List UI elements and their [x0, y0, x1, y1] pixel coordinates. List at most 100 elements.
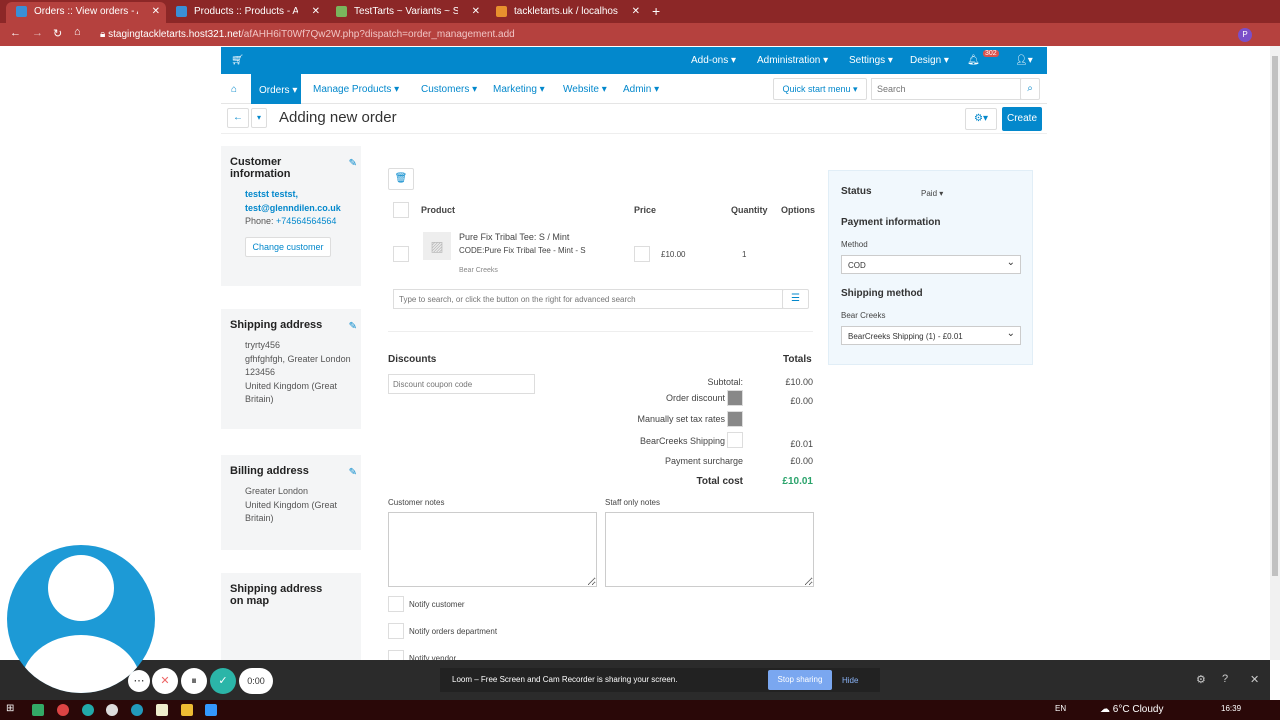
- address-bar: ← → ↻ ⌂ 🔒︎ stagingtackletarts.host321.ne…: [0, 23, 1280, 46]
- notify-customer-checkbox[interactable]: [388, 596, 404, 612]
- order-discount-checkbox[interactable]: [727, 390, 743, 406]
- coupon-input[interactable]: [388, 374, 535, 394]
- billing-address-card: Billing address ✎ Greater London United Ki…: [221, 455, 361, 550]
- close-icon[interactable]: ✕: [471, 6, 480, 17]
- nav-addons[interactable]: Add-ons ▾: [691, 55, 737, 66]
- more-icon[interactable]: ⋯: [128, 670, 150, 692]
- cart-icon[interactable]: 🛒︎: [231, 55, 244, 66]
- tab-orders[interactable]: Orders :: View orders - Administr✕: [6, 2, 166, 23]
- tab-phpmyadmin[interactable]: tackletarts.uk / localhost / stagin✕: [486, 2, 646, 23]
- shopify-icon: [336, 6, 347, 17]
- weather-widget[interactable]: ☁ 6°C Cloudy: [1100, 704, 1164, 715]
- forward-icon[interactable]: →: [32, 27, 43, 39]
- browser-tab-bar: Orders :: View orders - Administr✕ Produ…: [0, 0, 1280, 23]
- edit-icon[interactable]: ✎: [348, 467, 357, 478]
- notify-orders-checkbox[interactable]: [388, 623, 404, 639]
- pause-button[interactable]: ⏸: [181, 668, 207, 694]
- customer-name-link[interactable]: testst testst,: [245, 189, 299, 199]
- clock[interactable]: 16:39: [1221, 704, 1242, 713]
- menu-manage-products[interactable]: Manage Products ▾: [313, 84, 400, 95]
- close-icon[interactable]: ✕: [311, 6, 320, 17]
- cancel-recording-button[interactable]: ✕: [152, 668, 178, 694]
- tax-rates-checkbox[interactable]: [727, 411, 743, 427]
- shipping-checkbox[interactable]: [727, 432, 743, 448]
- page-header: ← ▾ Adding new order ⚙▾ Create: [221, 104, 1047, 134]
- chrome-icon[interactable]: [57, 704, 69, 716]
- close-icon[interactable]: ✕: [151, 6, 160, 17]
- menu-orders[interactable]: Orders ▾: [251, 74, 301, 104]
- back-button[interactable]: ←: [227, 108, 249, 128]
- menu-admin[interactable]: Admin ▾: [623, 84, 660, 95]
- main-menu: ⌂ Orders ▾ Manage Products ▾ Customers ▾…: [221, 74, 1047, 104]
- home-icon[interactable]: ⌂: [74, 26, 81, 38]
- windows-start-icon[interactable]: ⊞: [6, 703, 15, 714]
- delete-icon[interactable]: 🗑︎: [388, 168, 414, 190]
- gear-icon: [176, 6, 187, 17]
- loom-camera-avatar[interactable]: [7, 545, 155, 693]
- edit-icon[interactable]: ✎: [348, 158, 357, 169]
- change-customer-button[interactable]: Change customer: [245, 236, 331, 257]
- price-checkbox[interactable]: [634, 246, 650, 262]
- stop-sharing-button[interactable]: Stop sharing: [768, 670, 832, 690]
- back-icon[interactable]: ←: [10, 27, 21, 39]
- back-dropdown[interactable]: ▾: [251, 108, 267, 128]
- shipping-method-select[interactable]: BearCreeks Shipping (1) - £0.01: [841, 326, 1021, 345]
- payment-method-select[interactable]: COD: [841, 255, 1021, 274]
- notification-badge: 302: [983, 50, 999, 57]
- chrome-icon[interactable]: [106, 704, 118, 716]
- map-card: Shipping address on map: [221, 573, 361, 663]
- customer-notes-textarea[interactable]: [388, 512, 597, 587]
- page-title: Adding new order: [279, 109, 397, 126]
- advanced-search-icon[interactable]: ☰: [782, 289, 809, 309]
- help-icon[interactable]: ?: [1222, 673, 1229, 685]
- nav-administration[interactable]: Administration ▾: [757, 55, 829, 66]
- edit-icon[interactable]: ✎: [348, 321, 357, 332]
- scrollbar[interactable]: [1270, 46, 1280, 660]
- settings-gear-button[interactable]: ⚙▾: [965, 108, 997, 130]
- bell-icon[interactable]: 🔔︎: [967, 55, 980, 66]
- status-dropdown[interactable]: Paid ▾: [921, 189, 944, 198]
- tab-testtarts[interactable]: TestTarts ~ Variants ~ S / Mint ~✕: [326, 2, 486, 23]
- search-input[interactable]: [871, 78, 1021, 100]
- top-nav: 🛒︎ Add-ons ▾ Administration ▾ Settings ▾…: [221, 47, 1047, 74]
- product-search-input[interactable]: [393, 289, 783, 309]
- app-icon[interactable]: [82, 704, 94, 716]
- home-icon[interactable]: ⌂: [231, 84, 238, 95]
- menu-customers[interactable]: Customers ▾: [421, 84, 478, 95]
- customer-email-link[interactable]: test@glenndilen.co.uk: [245, 202, 341, 213]
- customer-info-card: Customer information ✎ testst testst, test…: [221, 146, 361, 286]
- close-icon[interactable]: ✕: [1250, 674, 1260, 686]
- reload-icon[interactable]: ↻: [53, 28, 63, 40]
- phone-link[interactable]: +74564564564: [276, 216, 337, 226]
- product-checkbox[interactable]: [393, 246, 409, 262]
- search-icon[interactable]: ⌕: [1020, 78, 1040, 100]
- profile-avatar[interactable]: P: [1238, 28, 1252, 42]
- tab-products[interactable]: Products :: Products - Administra✕: [166, 2, 326, 23]
- shipping-address-card: Shipping address ✎ tryrty456 gfhfghfgh, Gr…: [221, 309, 361, 429]
- phpmyadmin-icon: [496, 6, 507, 17]
- hide-button[interactable]: Hide: [842, 676, 859, 685]
- nav-design[interactable]: Design ▾: [910, 55, 949, 66]
- cloud-icon: ☁: [1100, 704, 1113, 715]
- product-link[interactable]: Pure Fix Tribal Tee: S / Mint: [459, 232, 570, 242]
- select-all-checkbox[interactable]: [393, 202, 409, 218]
- nav-settings[interactable]: Settings ▾: [849, 55, 893, 66]
- telegram-icon[interactable]: [131, 704, 143, 716]
- user-menu[interactable]: 👤︎▾: [1015, 55, 1033, 66]
- app-icon[interactable]: [205, 704, 217, 716]
- finish-recording-button[interactable]: ✓: [210, 668, 236, 694]
- image-placeholder-icon: ▨: [423, 232, 451, 260]
- folder-icon[interactable]: [181, 704, 193, 716]
- menu-website[interactable]: Website ▾: [563, 84, 607, 95]
- menu-marketing[interactable]: Marketing ▾: [493, 84, 545, 95]
- gear-icon[interactable]: ⚙: [1196, 674, 1206, 686]
- quick-start-menu[interactable]: Quick start menu ▾: [773, 78, 867, 100]
- staff-notes-textarea[interactable]: [605, 512, 814, 587]
- notepad-icon[interactable]: [156, 704, 168, 716]
- taskbar: ⊞ EN ☁ 6°C Cloudy 16:39: [0, 700, 1280, 720]
- url-field[interactable]: 🔒︎ stagingtackletarts.host321.net/afAHH6…: [100, 29, 515, 40]
- new-tab-button[interactable]: +: [652, 3, 661, 19]
- close-icon[interactable]: ✕: [631, 6, 640, 17]
- create-button[interactable]: Create: [1002, 107, 1042, 131]
- app-icon[interactable]: [32, 704, 44, 716]
